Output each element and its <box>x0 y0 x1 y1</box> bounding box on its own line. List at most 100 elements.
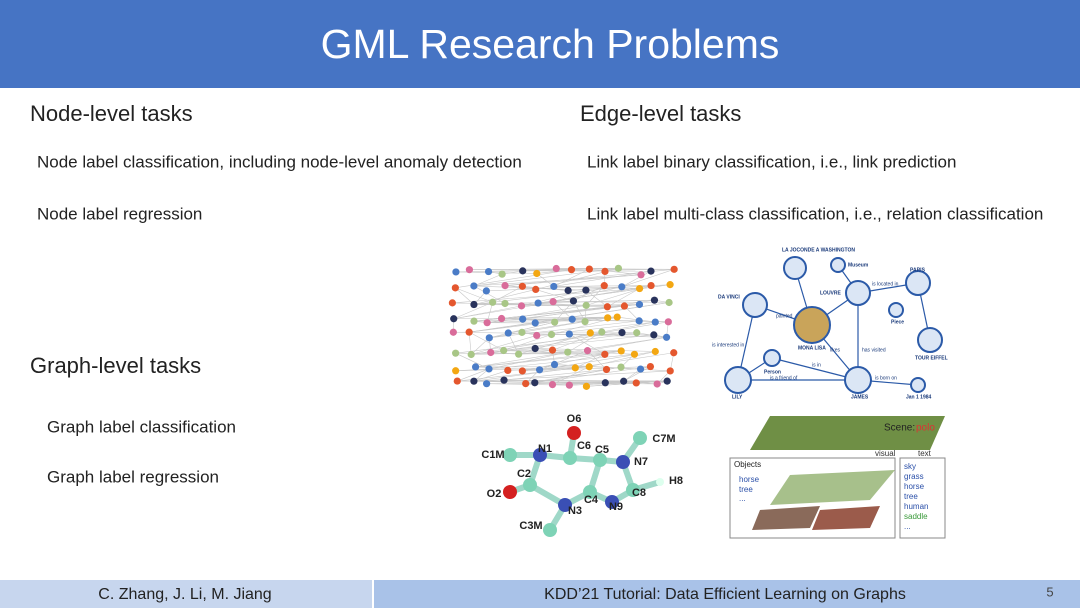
knowledge-graph-figure: LA JOCONDE A WASHINGTON Museum PARIS DA … <box>712 247 948 400</box>
network-node <box>664 378 671 385</box>
network-node <box>484 319 491 326</box>
atom-label: N7 <box>634 456 648 468</box>
network-node <box>454 377 461 384</box>
objects-title: Objects <box>734 460 761 469</box>
network-node <box>587 329 594 336</box>
network-node <box>650 331 657 338</box>
section-heading: Graph-level tasks <box>30 353 201 378</box>
network-node <box>570 297 577 304</box>
network-node <box>633 329 640 336</box>
atom-label: N1 <box>538 443 552 455</box>
atom-label: C6 <box>577 440 591 452</box>
network-node <box>631 351 638 358</box>
network-node <box>603 366 610 373</box>
network-node <box>553 265 560 272</box>
network-node <box>505 329 512 336</box>
kg-edge-label: is interested in <box>712 342 744 348</box>
network-node <box>548 331 555 338</box>
kg-node-label: TOUR EIFFEL <box>915 355 948 361</box>
scene-label: Scene: <box>884 423 915 434</box>
branch-label: visual <box>875 449 896 458</box>
network-node <box>583 383 590 390</box>
network-node <box>601 268 608 275</box>
network-node <box>604 314 611 321</box>
footer-event: KDD’21 Tutorial: Data Efficient Learning… <box>544 586 906 603</box>
network-node <box>647 282 654 289</box>
network-node <box>569 316 576 323</box>
network-node <box>617 364 624 371</box>
word-item: ... <box>904 522 911 531</box>
network-node <box>652 348 659 355</box>
network-node <box>452 284 459 291</box>
network-node <box>582 287 589 294</box>
kg-edge-label: painted <box>776 313 793 319</box>
network-node <box>621 302 628 309</box>
kg-node-label: LOUVRE <box>820 290 842 296</box>
kg-node-label: MONA LISA <box>798 345 826 351</box>
network-node <box>581 318 588 325</box>
word-item: horse <box>904 482 925 491</box>
network-node <box>449 299 456 306</box>
network-node <box>586 363 593 370</box>
network-node <box>667 281 674 288</box>
network-node <box>598 328 605 335</box>
network-node <box>531 379 538 386</box>
atom-label: C2 <box>517 468 531 480</box>
network-node <box>652 318 659 325</box>
network-node <box>486 334 493 341</box>
network-node <box>551 361 558 368</box>
network-node <box>532 319 539 326</box>
network-node <box>565 287 572 294</box>
atom-label: O6 <box>567 413 582 425</box>
network-node <box>466 266 473 273</box>
kg-node-label: LILY <box>732 394 743 400</box>
network-node <box>618 283 625 290</box>
network-node <box>665 299 672 306</box>
network-node <box>572 364 579 371</box>
network-node <box>583 302 590 309</box>
network-node <box>584 347 591 354</box>
network-node <box>468 351 475 358</box>
network-node <box>670 349 677 356</box>
section-heading: Edge-level tasks <box>580 101 741 126</box>
network-node <box>636 285 643 292</box>
network-node <box>566 330 573 337</box>
word-item: sky <box>904 462 916 471</box>
network-node <box>470 378 477 385</box>
network-node <box>470 301 477 308</box>
kg-edge-label: likes <box>830 347 841 353</box>
network-node <box>533 332 540 339</box>
network-node <box>618 347 625 354</box>
network-node <box>667 367 674 374</box>
slide-title: GML Research Problems <box>321 21 780 67</box>
task-item: Link label binary classification, i.e., … <box>587 152 956 171</box>
network-node <box>489 299 496 306</box>
network-node <box>515 351 522 358</box>
kg-node-label: DA VINCI <box>718 294 740 300</box>
network-node <box>614 313 621 320</box>
task-item: Node label regression <box>37 204 202 223</box>
network-node <box>647 268 654 275</box>
section-heading: Node-level tasks <box>30 101 193 126</box>
atom-label: C1M <box>481 449 504 461</box>
network-node <box>566 382 573 389</box>
network-node <box>522 380 529 387</box>
kg-edge-label: is born on <box>875 375 897 381</box>
kg-node-label: PARIS <box>910 267 926 273</box>
kg-edge-label: is a friend of <box>770 375 798 381</box>
atom-label: C4 <box>584 494 599 506</box>
network-node <box>637 271 644 278</box>
network-node <box>637 365 644 372</box>
word-item: grass <box>904 472 924 481</box>
network-node <box>470 282 477 289</box>
kg-node-label: LA JOCONDE A WASHINGTON <box>782 247 855 253</box>
network-node <box>519 283 526 290</box>
atom-label: O2 <box>487 488 502 500</box>
page-number: 5 <box>1046 584 1053 599</box>
network-node <box>551 319 558 326</box>
kg-node-label: Piece <box>891 319 904 325</box>
network-node <box>601 282 608 289</box>
molecule-figure: O6 C6 C5 N7 C7M H8 C8 N9 C4 N3 C3M C2 O2… <box>481 413 683 537</box>
network-node <box>518 329 525 336</box>
network-node <box>586 266 593 273</box>
